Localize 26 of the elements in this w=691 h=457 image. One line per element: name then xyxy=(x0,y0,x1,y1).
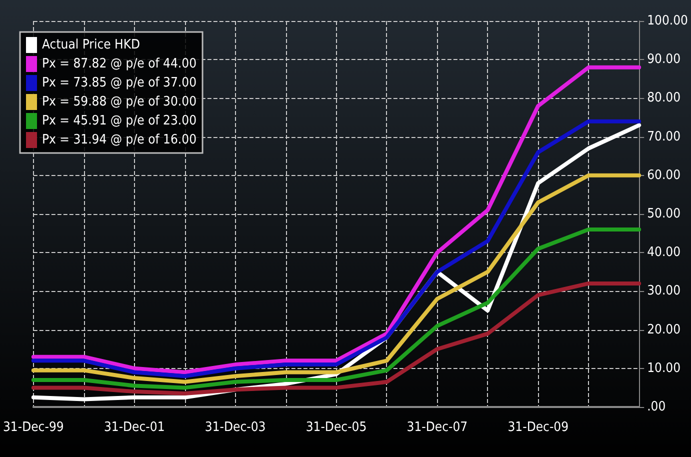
legend-label: Actual Price HKD xyxy=(42,38,140,52)
y-tick-label: 10.00 xyxy=(647,360,681,376)
legend-label: Px = 87.82 @ p/e of 44.00 xyxy=(42,56,197,72)
line-series xyxy=(31,173,642,384)
legend-label: Px = 59.88 @ p/e of 30.00 xyxy=(42,94,197,110)
x-tick-label: 31-Dec-09 xyxy=(508,420,569,435)
x-tick-label: 31-Dec-07 xyxy=(406,420,468,435)
y-tick-label: 20.00 xyxy=(647,322,681,338)
x-tick-label: 31-Dec-03 xyxy=(204,420,266,435)
legend-label: Px = 45.91 @ p/e of 23.00 xyxy=(42,114,197,128)
y-tick-label: .00 xyxy=(647,400,666,414)
x-tick-label: 31-Dec-99 xyxy=(2,420,64,435)
y-tick-label: 60.00 xyxy=(647,168,681,183)
y-tick-label: 100.00 xyxy=(647,14,688,28)
y-tick-label: 80.00 xyxy=(647,90,681,106)
y-tick-label: 50.00 xyxy=(647,206,681,222)
line-series xyxy=(31,281,642,396)
x-tick-label: 31-Dec-01 xyxy=(104,420,165,435)
y-tick-label: 90.00 xyxy=(647,52,681,68)
y-tick-label: 70.00 xyxy=(647,129,681,144)
x-tick-label: 31-Dec-05 xyxy=(306,420,367,435)
y-tick-label: 40.00 xyxy=(647,245,681,260)
line-series xyxy=(31,227,642,390)
y-tick-label: 30.00 xyxy=(647,284,681,299)
legend-label: Px = 31.94 @ p/e of 16.00 xyxy=(42,132,197,148)
legend-label: Px = 73.85 @ p/e of 37.00 xyxy=(42,76,197,90)
